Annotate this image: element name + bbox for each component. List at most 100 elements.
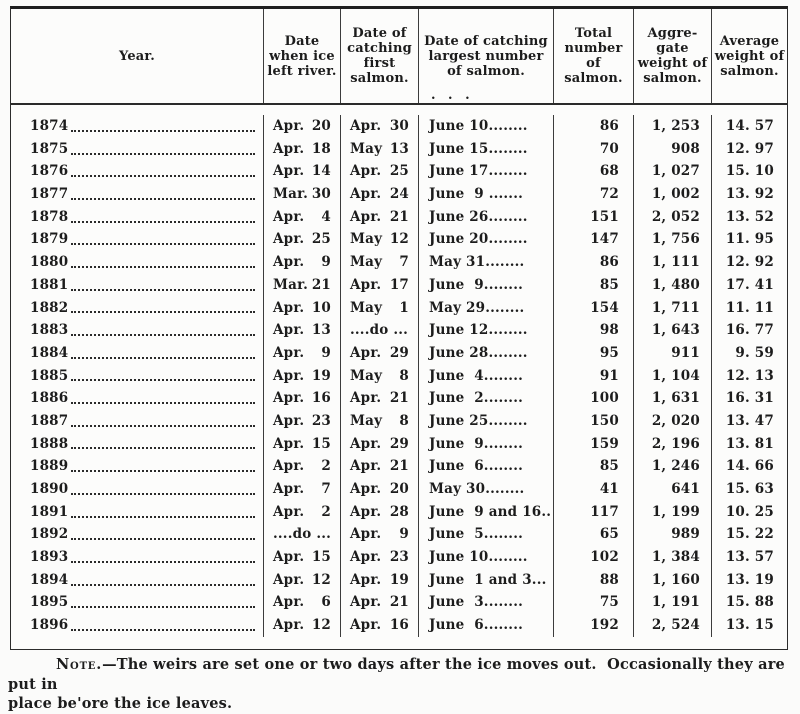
ice-day: 12 [311,617,331,634]
first-salmon-date-cell: Apr. 25 [341,160,419,184]
total-salmon-cell: 159 [554,432,634,456]
total-salmon-cell: 151 [554,205,634,229]
first-salmon-date-cell: Apr. 21 [341,205,419,229]
average-weight-cell: 13. 47 [725,412,774,429]
ice-day: 10 [311,299,331,316]
first-salmon-month: Apr. [350,594,382,611]
total-salmon-cell: 147 [554,228,634,252]
aggregate-weight-cell: 641 [634,478,712,501]
first-salmon-day: 23 [389,549,409,566]
ice-day: 2 [321,503,331,520]
ice-day: 12 [311,571,331,588]
aggregate-weight-cell: 1, 643 [634,319,712,342]
year-cell: 1876 [11,160,264,184]
year-value: 1890 [30,481,69,497]
largest-number-date-cell: June 26........ [419,205,554,229]
year-value: 1878 [30,208,69,225]
table-row: 1892 ....do ... Apr. 9 June 5........ 65… [11,523,787,547]
first-salmon-month: May [350,412,383,429]
dot-leader [71,447,255,450]
first-salmon-month: Apr. [350,617,382,634]
table-row: 1891 Apr. 2 Apr. 28 June 9 and 16.. 117 … [11,500,787,524]
ice-month: Mar. [273,186,309,203]
total-salmon-cell: 65 [554,523,634,547]
table-row: 1877 Mar. 30 Apr. 24 June 9 ....... 72 1… [11,183,787,206]
year-cell: 1888 [11,432,264,456]
first-salmon-day: 21 [389,594,409,611]
largest-number-date-cell: May 29........ [419,296,554,320]
dot-leader [71,424,255,427]
ice-month: Apr. [273,163,305,180]
table-row: 1888 Apr. 15 Apr. 29 June 9........ 159 … [11,432,787,456]
year-cell: 1886 [11,387,264,410]
header-ice: Date when ice left river. [264,9,341,103]
largest-number-date-cell: June 20........ [419,228,554,252]
largest-number-date-cell: May 31........ [419,251,554,274]
first-salmon-month: May [350,254,383,271]
dot-leader [71,197,255,200]
ice-left-river-cell: Mar. 30 [264,183,341,206]
first-salmon-day: 13 [389,140,409,157]
ice-month: Apr. [273,571,305,588]
ice-left-river-cell: ....do ... [264,523,341,547]
ice-month: Apr. [273,254,305,271]
largest-number-date-cell: May 30........ [419,478,554,501]
first-salmon-date-cell: Apr. 29 [341,341,419,365]
average-weight-cell: 16. 31 [725,390,774,407]
total-salmon-cell: 154 [554,296,634,320]
total-salmon-cell: 91 [554,364,634,388]
table-row: 1889 Apr. 2 Apr. 21 June 6........ 85 1,… [11,455,787,478]
largest-number-date-cell: June 12........ [419,319,554,342]
ice-day: 25 [311,231,331,248]
ice-day: 16 [311,390,331,407]
year-value: 1875 [30,140,69,157]
dot-leader [71,515,255,518]
first-salmon-month: Apr. [350,390,382,407]
largest-number-date-cell: June 1 and 3... [419,568,554,592]
total-salmon-cell: 68 [554,160,634,184]
dot-leader [71,288,255,291]
first-salmon-month: Apr. [350,186,382,203]
ice-left-river-cell: Apr. 16 [264,387,341,410]
header-year-label: Year. [118,48,156,64]
first-salmon-month: Apr. [350,458,382,475]
year-value: 1896 [30,617,69,634]
first-salmon-date-cell: Apr. 21 [341,387,419,410]
table-row: 1885 Apr. 19 May 8 June 4........ 91 1, … [11,364,787,388]
aggregate-weight-cell: 1, 253 [634,115,712,138]
ice-month: Apr. [273,503,305,520]
largest-number-date-cell: June 10........ [419,115,554,138]
dot-leader [71,334,255,337]
first-salmon-day: 21 [389,390,409,407]
ice-month: Apr. [273,231,305,248]
year-value: 1889 [30,458,69,475]
first-salmon-date-cell: Apr. 20 [341,478,419,501]
year-cell: 1894 [11,568,264,592]
table-row: 1894 Apr. 12 Apr. 19 June 1 and 3... 88 … [11,568,787,592]
ice-day: 9 [321,254,331,271]
first-salmon-day: 9 [399,526,409,543]
first-salmon-date-cell: May 8 [341,364,419,388]
year-value: 1879 [30,231,69,248]
year-value: 1885 [30,367,69,384]
total-salmon-cell: 117 [554,500,634,524]
year-cell: 1896 [11,614,264,637]
year-value: 1874 [30,118,69,134]
largest-number-date-cell: June 9........ [419,432,554,456]
dot-leader [71,628,255,631]
header-average: Average weight of salmon. [712,9,787,103]
dot-leader [71,492,255,495]
total-salmon-cell: 100 [554,387,634,410]
table-row: 1874 Apr. 20 Apr. 30 June 10........ 86 … [11,115,787,138]
year-value: 1882 [30,299,69,316]
table-body: 1874 Apr. 20 Apr. 30 June 10........ 86 … [11,105,787,649]
average-weight-cell: 10. 25 [725,503,774,520]
largest-number-date-cell: June 6........ [419,455,554,478]
ice-month: Apr. [273,412,305,429]
year-value: 1892 [30,526,69,543]
total-salmon-cell: 150 [554,409,634,433]
header-total-label: Total number of salmon. [564,26,623,86]
first-salmon-date-cell: Apr. 17 [341,273,419,297]
ice-left-river-cell: Apr. 13 [264,319,341,342]
first-salmon-day [408,319,418,342]
